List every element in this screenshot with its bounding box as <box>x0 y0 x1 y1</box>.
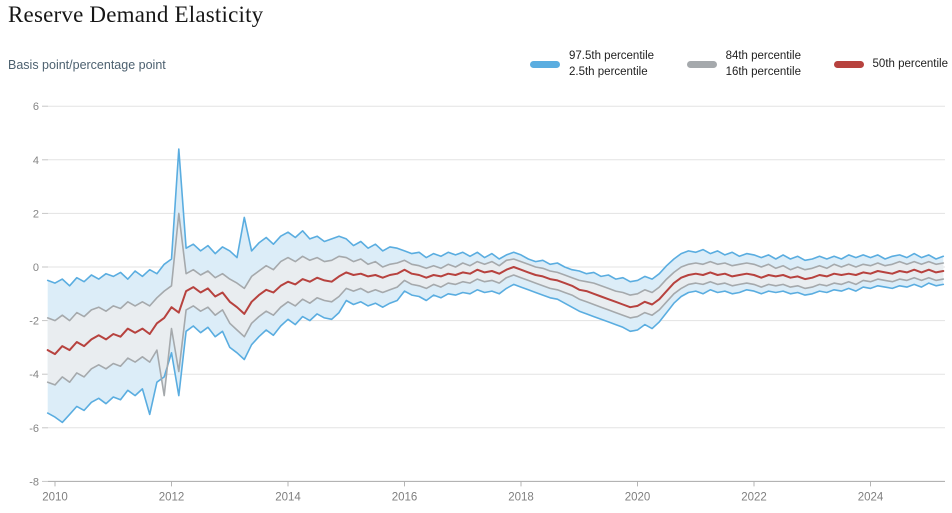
y-tick-label: -8 <box>29 476 39 488</box>
legend-label: 50th percentile <box>872 58 948 70</box>
legend-label: 84th percentile <box>725 50 802 62</box>
legend-label: 16th percentile <box>725 66 802 78</box>
legend-item-84-16-percentile[interactable]: 84th percentile 16th percentile <box>686 48 802 80</box>
series-97.5th-percentile <box>46 148 945 287</box>
y-tick-label: -2 <box>29 316 39 328</box>
y-axis-title: Basis point/percentage point <box>8 58 166 72</box>
y-tick-label: 0 <box>33 262 39 274</box>
x-tick-label: 2022 <box>741 491 767 503</box>
blue-band-swatch-icon <box>530 60 560 68</box>
x-tick-label: 2016 <box>392 491 418 503</box>
x-tick-label: 2018 <box>508 491 534 503</box>
y-tick-label: -6 <box>29 423 39 435</box>
page-title: Reserve Demand Elasticity <box>8 2 264 27</box>
outer-percentile-band <box>47 149 944 423</box>
legend-label: 2.5th percentile <box>569 66 648 78</box>
x-tick-label: 2020 <box>625 491 651 503</box>
gray-band-swatch-icon <box>686 60 717 68</box>
red-median-swatch-icon <box>833 60 864 68</box>
inner-percentile-band <box>47 213 944 396</box>
x-tick-label: 2024 <box>858 491 884 503</box>
series-2.5th-percentile <box>46 282 945 424</box>
legend-item-50-percentile[interactable]: 50th percentile <box>833 56 948 72</box>
x-tick-label: 2014 <box>275 491 301 503</box>
x-tick-label: 2010 <box>42 491 68 503</box>
y-tick-label: -4 <box>29 369 39 381</box>
y-tick-label: 4 <box>33 155 39 167</box>
y-tick-label: 2 <box>33 208 39 220</box>
chart-legend: 97.5th percentile 2.5th percentile 84th … <box>530 48 948 80</box>
y-tick-label: 6 <box>33 101 39 113</box>
series-84th-percentile <box>46 212 945 322</box>
series-50th-percentile <box>46 266 945 356</box>
series-16th-percentile <box>46 274 945 397</box>
legend-item-975-25-percentile[interactable]: 97.5th percentile 2.5th percentile <box>530 48 654 80</box>
legend-label: 97.5th percentile <box>569 50 655 62</box>
x-tick-label: 2012 <box>159 491 185 503</box>
